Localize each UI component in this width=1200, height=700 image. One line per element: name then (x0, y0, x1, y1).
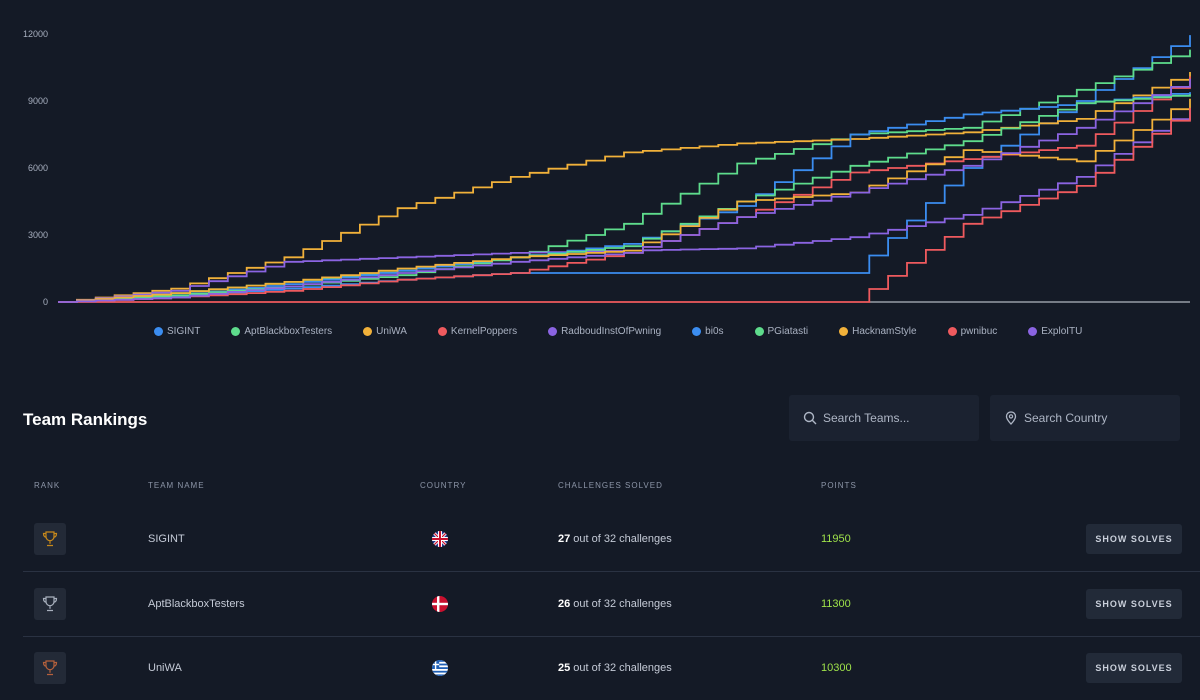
score-chart-svg: 0 3000 6000 9000 12000 (23, 29, 1191, 307)
y-tick-label: 0 (43, 297, 48, 307)
team-name[interactable]: UniWA (148, 662, 182, 674)
search-country-placeholder: Search Country (1024, 411, 1108, 425)
trophy-icon (34, 588, 66, 620)
solved-count: 26 (558, 598, 571, 610)
denmark-flag-icon (432, 596, 448, 612)
legend-dot-icon (154, 327, 163, 336)
legend-item-radboudinstofpwning[interactable]: RadboudInstOfPwning (548, 326, 661, 337)
column-team-name: TEAM NAME (148, 481, 205, 490)
team-points: 11300 (821, 598, 851, 610)
column-challenges-solved: CHALLENGES SOLVED (558, 481, 663, 490)
team-name[interactable]: AptBlackboxTesters (148, 598, 245, 610)
solved-suffix: out of 32 challenges (570, 662, 672, 674)
series-line-exploitu (58, 78, 1191, 303)
challenges-solved: 25 out of 32 challenges (558, 662, 672, 674)
location-pin-icon (1005, 411, 1017, 425)
search-teams-input[interactable]: Search Teams... (789, 395, 979, 441)
solved-suffix: out of 32 challenges (570, 598, 672, 610)
table-row: AptBlackboxTesters 26 out of 32 challenge… (23, 573, 1200, 637)
legend-item-kernelpoppers[interactable]: KernelPoppers (437, 326, 518, 337)
legend-dot-icon (231, 327, 241, 336)
search-country-input[interactable]: Search Country (990, 395, 1180, 441)
show-solves-button[interactable]: SHOW SOLVES (1086, 589, 1182, 619)
show-solves-button[interactable]: SHOW SOLVES (1086, 653, 1182, 683)
y-tick-label: 3000 (28, 230, 48, 240)
legend-label: PGiatasti (767, 326, 809, 337)
legend-dot-icon (437, 327, 447, 336)
score-chart: 0 3000 6000 9000 12000 SIGINT AptBlackboxTest… (23, 29, 1191, 337)
legend-label: ExploITU (1041, 326, 1083, 337)
legend-item-sigint[interactable]: SIGINT (154, 326, 200, 337)
trophy-icon (34, 523, 66, 555)
challenges-solved: 26 out of 32 challenges (558, 598, 672, 610)
legend-item-bi0s[interactable]: bi0s (692, 326, 724, 337)
series-line-pwnibuc (58, 107, 1191, 303)
team-points: 11950 (821, 533, 851, 545)
uk-flag-icon (432, 531, 448, 547)
legend-dot-icon (548, 327, 558, 336)
legend-dot-icon (947, 327, 957, 336)
team-name[interactable]: SIGINT (148, 533, 185, 545)
series-line-sigint (58, 35, 1191, 303)
page-title: Team Rankings (23, 410, 148, 429)
legend-label: SIGINT (167, 326, 201, 337)
chart-legend: SIGINT AptBlackboxTesters UniWA KernelPoppe… (154, 326, 1113, 337)
solved-count: 27 (558, 533, 571, 545)
table-row: SIGINT 27 out of 32 challenges 11950 SHOW S… (23, 508, 1200, 572)
legend-label: KernelPoppers (450, 326, 518, 337)
legend-item-pgiatasti[interactable]: PGiatasti (754, 326, 809, 337)
column-rank: RANK (34, 481, 61, 490)
column-country: COUNTRY (420, 481, 467, 490)
team-points: 10300 (821, 662, 852, 674)
solved-suffix: out of 32 challenges (570, 533, 672, 545)
legend-label: AptBlackboxTesters (244, 326, 333, 337)
trophy-icon (34, 652, 66, 684)
legend-dot-icon (1028, 327, 1038, 336)
legend-label: bi0s (705, 326, 724, 337)
table-row: UniWA 25 out of 32 challenges 10300 SHOW SO… (23, 637, 1200, 700)
legend-item-aptblackboxtesters[interactable]: AptBlackboxTesters (231, 326, 332, 337)
legend-label: RadboudInstOfPwning (561, 326, 662, 337)
table-header: RANK TEAM NAME COUNTRY CHALLENGES SOLVED… (0, 481, 1200, 493)
show-solves-button[interactable]: SHOW SOLVES (1086, 524, 1182, 554)
legend-item-pwnibuc[interactable]: pwnibuc (947, 326, 998, 337)
legend-item-hacknamstyle[interactable]: HacknamStyle (839, 326, 917, 337)
legend-dot-icon (692, 327, 702, 336)
challenges-solved: 27 out of 32 challenges (558, 533, 672, 545)
search-teams-placeholder: Search Teams... (823, 411, 910, 425)
legend-label: HacknamStyle (852, 326, 917, 337)
solved-count: 25 (558, 662, 571, 674)
legend-item-uniwa[interactable]: UniWA (363, 326, 407, 337)
legend-dot-icon (754, 327, 764, 336)
series-line-uniwa (58, 72, 1191, 303)
y-tick-label: 12000 (23, 29, 48, 39)
legend-dot-icon (363, 327, 373, 336)
y-tick-label: 6000 (28, 163, 48, 173)
column-points: POINTS (821, 481, 857, 490)
greece-flag-icon (432, 660, 448, 676)
search-icon (803, 411, 817, 425)
y-tick-label: 9000 (28, 96, 48, 106)
legend-dot-icon (839, 327, 849, 336)
legend-label: pwnibuc (960, 326, 998, 337)
legend-label: UniWA (376, 326, 407, 337)
legend-item-exploitu[interactable]: ExploITU (1028, 326, 1082, 337)
series-line-aptblackboxtesters (58, 49, 1191, 303)
